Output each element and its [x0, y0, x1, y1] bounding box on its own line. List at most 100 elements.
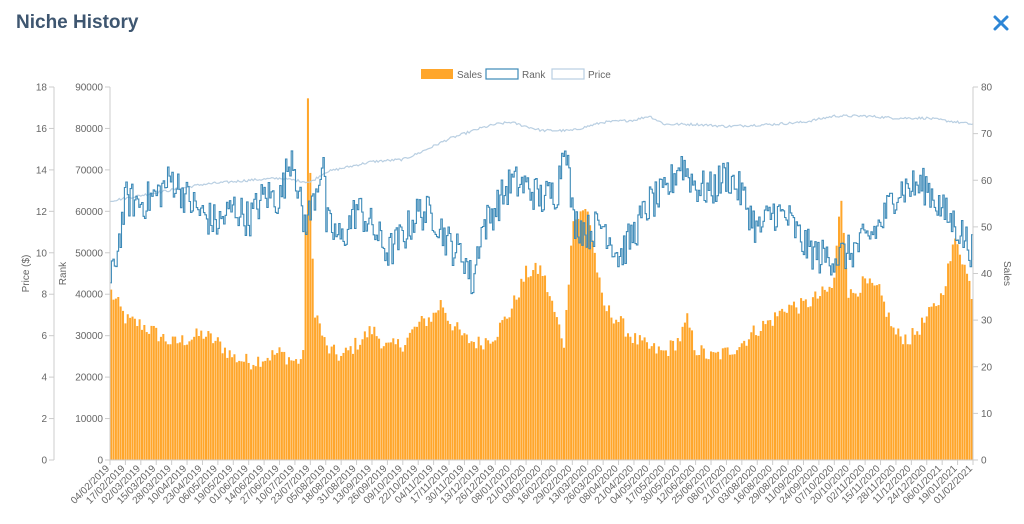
sales-bar [385, 342, 388, 460]
sales-bar [314, 317, 317, 460]
sales-bar [273, 354, 276, 460]
legend-sales-swatch [421, 69, 453, 79]
sales-bar [830, 287, 833, 460]
sales-bar [328, 353, 331, 460]
sales-bar [698, 355, 701, 460]
sales-bar [176, 343, 179, 460]
sales-bar [503, 316, 506, 460]
sales-bar [709, 351, 713, 460]
sales-bar [392, 338, 395, 460]
sales-bar [295, 359, 298, 460]
sales-tick-label: 80 [981, 83, 993, 94]
sales-bar [453, 326, 456, 460]
sales-bar [795, 307, 798, 460]
sales-bar [143, 324, 146, 460]
close-button[interactable] [988, 10, 1014, 36]
sales-bar [340, 355, 343, 460]
sales-bar [204, 336, 208, 460]
sales-bar [821, 286, 824, 460]
sales-bar [475, 348, 478, 460]
sales-bar [347, 350, 350, 460]
sales-bar [159, 336, 162, 460]
sales-bar [572, 221, 575, 460]
sales-bar [925, 316, 928, 460]
sales-bar [743, 340, 746, 460]
sales-bar [970, 299, 973, 460]
sales-bar [667, 355, 670, 460]
sales-bar [750, 332, 753, 460]
sales-bar [458, 329, 461, 460]
sales-bar [719, 359, 722, 460]
sales-bar [304, 231, 307, 460]
rank-tick-label: 50000 [75, 248, 103, 259]
sales-tick-label: 20 [981, 362, 993, 373]
sales-bar [586, 211, 589, 460]
sales-bar [809, 306, 812, 460]
sales-bar [195, 328, 198, 460]
sales-bar [200, 330, 203, 460]
sales-bar [961, 264, 964, 460]
sales-bar [686, 313, 689, 460]
sales-bar [778, 310, 781, 460]
sales-bar [534, 262, 537, 460]
sales-bar [757, 335, 760, 460]
sales-bar [169, 344, 172, 460]
sales-bar [525, 265, 528, 460]
sales-bar [579, 211, 582, 460]
sales-bar [162, 334, 165, 460]
sales-bar [238, 360, 241, 460]
price-tick-label: 0 [41, 456, 47, 467]
rank-line [110, 150, 974, 295]
sales-bar [223, 347, 226, 460]
legend[interactable]: Sales Rank Price [421, 68, 611, 81]
legend-price[interactable]: Price [551, 68, 611, 81]
sales-bar [536, 273, 539, 460]
sales-bar [932, 303, 935, 460]
price-series [109, 114, 974, 203]
price-tick-label: 14 [36, 165, 48, 176]
sales-bar [937, 305, 940, 460]
sales-bar [797, 313, 800, 460]
sales-bar [389, 342, 392, 460]
sales-bar [650, 346, 653, 460]
rank-axis-title: Rank [58, 261, 69, 285]
sales-bar [112, 299, 115, 460]
sales-bar [138, 319, 141, 460]
sales-bar [250, 369, 253, 460]
sales-bar [155, 327, 158, 460]
sales-bar [283, 351, 286, 460]
sales-tick-label: 30 [981, 316, 993, 327]
sales-bar [261, 361, 264, 460]
rank-tick-label: 80000 [75, 124, 103, 135]
sales-series [110, 98, 973, 461]
sales-bar [702, 348, 705, 460]
sales-bar [423, 318, 426, 460]
sales-bar [562, 347, 566, 460]
sales-bar [904, 334, 907, 460]
sales-bar [828, 286, 831, 460]
sales-bar [378, 338, 381, 460]
sales-tick-label: 60 [981, 176, 993, 187]
sales-bar [956, 244, 959, 460]
legend-sales[interactable]: Sales [421, 69, 482, 81]
legend-rank[interactable]: Rank [485, 68, 546, 81]
sales-bar [427, 317, 430, 460]
sales-bar [939, 293, 942, 460]
axes-layer: 0 2 4 6 8 10 12 14 16 18 Price ($) 0 10000 20000 30000… [21, 83, 1012, 507]
sales-bar [826, 291, 829, 460]
sales-bar [755, 335, 758, 460]
legend-rank-label: Rank [522, 70, 546, 81]
sales-bar [871, 282, 874, 460]
sales-bar [539, 265, 542, 460]
sales-bar [811, 297, 814, 460]
sales-bar [181, 335, 184, 460]
sales-bar [892, 327, 895, 460]
sales-bar [233, 354, 236, 460]
sales-bar [875, 285, 878, 460]
sales-bar [508, 317, 511, 460]
sales-bar [653, 343, 656, 460]
sales-bar [674, 350, 677, 460]
sales-bar [174, 336, 177, 460]
sales-bar [290, 360, 293, 460]
sales-bar [717, 351, 720, 460]
